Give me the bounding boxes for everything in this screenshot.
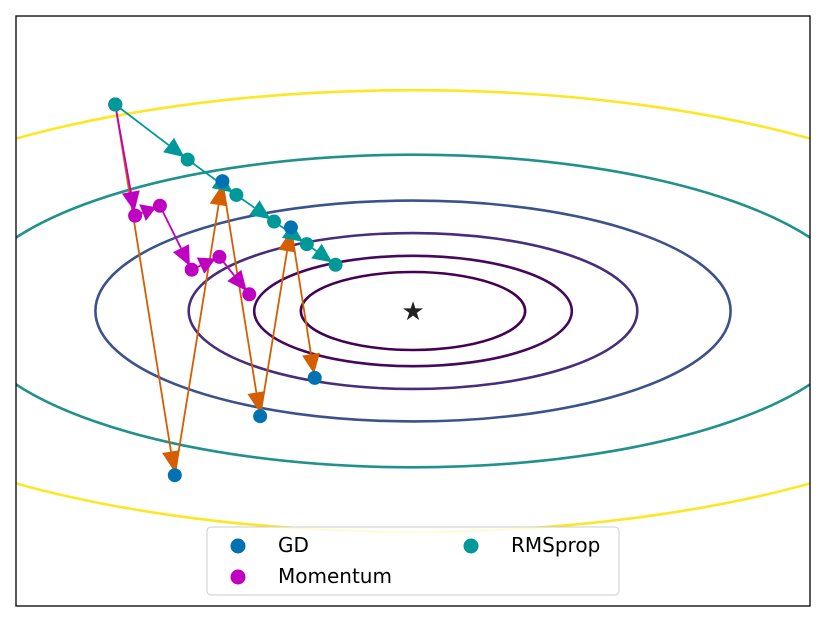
momentum-step-arrowhead bbox=[172, 244, 190, 267]
contour-line-4 bbox=[16, 153, 810, 469]
contour-line-2 bbox=[187, 231, 639, 391]
momentum-point-4 bbox=[212, 249, 227, 264]
rmsprop-point-2 bbox=[229, 187, 244, 202]
momentum-point-3 bbox=[184, 262, 199, 277]
contour-line-0 bbox=[299, 270, 527, 352]
rmsprop-point-0 bbox=[108, 97, 123, 112]
rmsprop-step-line bbox=[114, 103, 170, 146]
momentum-point-1 bbox=[128, 208, 143, 223]
momentum-step-arrowhead bbox=[139, 204, 157, 222]
gd-point-1 bbox=[167, 468, 182, 483]
momentum-step-arrowhead bbox=[196, 257, 216, 274]
optimizer-paths bbox=[114, 103, 333, 476]
contour-line-1 bbox=[252, 254, 574, 368]
gd-step-arrowhead bbox=[302, 352, 320, 374]
gd-point-5 bbox=[307, 370, 322, 385]
momentum-step-line bbox=[114, 104, 132, 193]
rmsprop-step-arrowhead bbox=[163, 137, 185, 158]
legend-label-momentum: Momentum bbox=[278, 564, 392, 588]
momentum-step-arrowhead bbox=[227, 269, 247, 292]
gd-step-line bbox=[259, 250, 288, 417]
momentum-point-5 bbox=[242, 287, 257, 302]
rmsprop-step-arrowhead bbox=[249, 200, 271, 220]
legend-label-gd: GD bbox=[278, 533, 309, 557]
rmsprop-point-4 bbox=[299, 237, 314, 252]
gd-step-line bbox=[173, 204, 220, 476]
gd-point-4 bbox=[283, 220, 298, 235]
rmsprop-step-arrowhead bbox=[311, 243, 333, 263]
legend-marker-rmsprop bbox=[463, 538, 479, 554]
gd-point-3 bbox=[253, 409, 268, 424]
minimum-star-marker: ★ bbox=[401, 297, 424, 327]
rmsprop-point-1 bbox=[180, 152, 195, 167]
contour-line-3 bbox=[94, 199, 732, 423]
gd-point-2 bbox=[215, 174, 230, 189]
momentum-point-2 bbox=[152, 198, 167, 213]
rmsprop-point-3 bbox=[267, 214, 282, 229]
legend-marker-gd bbox=[230, 538, 246, 554]
plot-frame bbox=[15, 15, 811, 607]
legend-marker-momentum bbox=[230, 569, 246, 585]
gd-step-line bbox=[114, 104, 172, 452]
momentum-step-arrowhead bbox=[122, 190, 140, 212]
gd-step-line bbox=[290, 227, 312, 355]
legend-box bbox=[206, 526, 620, 596]
optimizer-points bbox=[108, 97, 343, 483]
rmsprop-point-5 bbox=[328, 257, 343, 272]
momentum-step-line bbox=[159, 205, 182, 249]
legend: GD Momentum RMSprop bbox=[206, 526, 620, 596]
legend-label-rmsprop: RMSprop bbox=[511, 533, 600, 557]
